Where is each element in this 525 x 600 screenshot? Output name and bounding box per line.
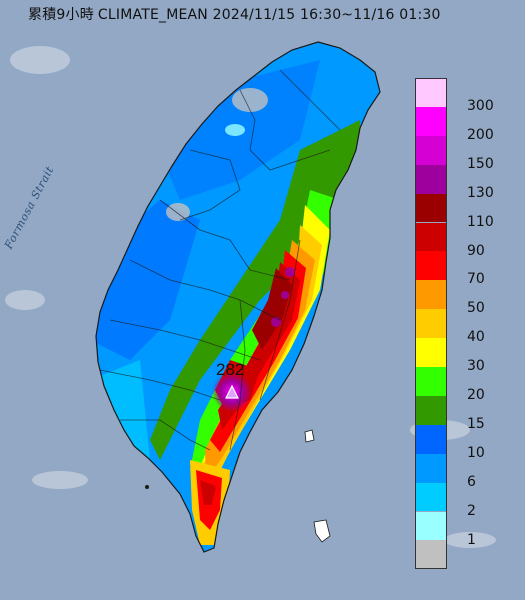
legend-swatch	[415, 135, 447, 165]
legend-swatch	[415, 540, 447, 570]
legend-swatch	[415, 251, 447, 281]
legend-label: 110	[467, 213, 494, 230]
legend-item: 300	[415, 78, 525, 114]
legend-item: 90	[415, 222, 525, 259]
legend-item: 110	[415, 193, 525, 230]
triangle-marker-icon	[225, 384, 239, 399]
legend-label: 50	[467, 300, 485, 317]
legend-swatch	[415, 106, 447, 136]
legend-swatch	[415, 309, 447, 339]
legend-item: 50	[415, 280, 525, 316]
map-title: 累積9小時 CLIMATE_MEAN 2024/11/15 16:30~11/16…	[28, 4, 441, 24]
legend-item: 20	[415, 367, 525, 403]
legend-item: 70	[415, 251, 525, 287]
legend-swatch	[415, 367, 447, 396]
legend-swatch	[415, 338, 447, 367]
green-island	[304, 429, 315, 443]
legend-label: 30	[467, 358, 485, 375]
legend-item: 15	[415, 395, 525, 432]
legend-label: 1	[467, 531, 476, 548]
legend-item: 200	[415, 106, 525, 143]
legend-label: 70	[467, 271, 485, 288]
legend-item: 130	[415, 164, 525, 201]
legend-label: 10	[467, 444, 485, 461]
legend-swatch	[415, 511, 447, 541]
legend-label: 300	[467, 98, 494, 114]
legend-swatch	[415, 453, 447, 483]
legend-swatch	[415, 395, 447, 425]
legend-item: 40	[415, 309, 525, 345]
legend-label: 2	[467, 502, 476, 519]
orchid-island	[313, 519, 331, 543]
title-product-label: CLIMATE_MEAN	[97, 7, 208, 23]
legend-label: 90	[467, 242, 485, 259]
legend-label: 200	[467, 126, 494, 143]
legend-swatch	[415, 164, 447, 194]
legend-label: 6	[467, 473, 476, 490]
legend-label: 40	[467, 329, 485, 346]
legend-label: 15	[467, 415, 485, 432]
legend-swatch	[415, 193, 447, 223]
legend-swatch	[415, 424, 447, 454]
legend-swatch	[415, 482, 447, 512]
legend-label: 130	[467, 184, 494, 201]
legend-item: 2	[415, 482, 525, 519]
title-accumulation-label: 累積9小時	[28, 7, 94, 23]
title-time-range: 2024/11/15 16:30~11/16 01:30	[212, 7, 441, 23]
legend-item: 30	[415, 338, 525, 374]
coastline	[95, 41, 381, 553]
legend-item	[415, 540, 525, 570]
legend-item: 1	[415, 511, 525, 548]
legend-item: 10	[415, 424, 525, 461]
legend-label: 20	[467, 387, 485, 403]
legend-swatch	[415, 78, 447, 107]
legend-label: 150	[467, 155, 494, 172]
max-rainfall-value: 282	[216, 360, 245, 379]
legend-item: 150	[415, 135, 525, 172]
legend-swatch	[415, 280, 447, 310]
legend-swatch	[415, 222, 447, 252]
liuqiu-island	[145, 485, 149, 489]
legend-item: 6	[415, 453, 525, 490]
